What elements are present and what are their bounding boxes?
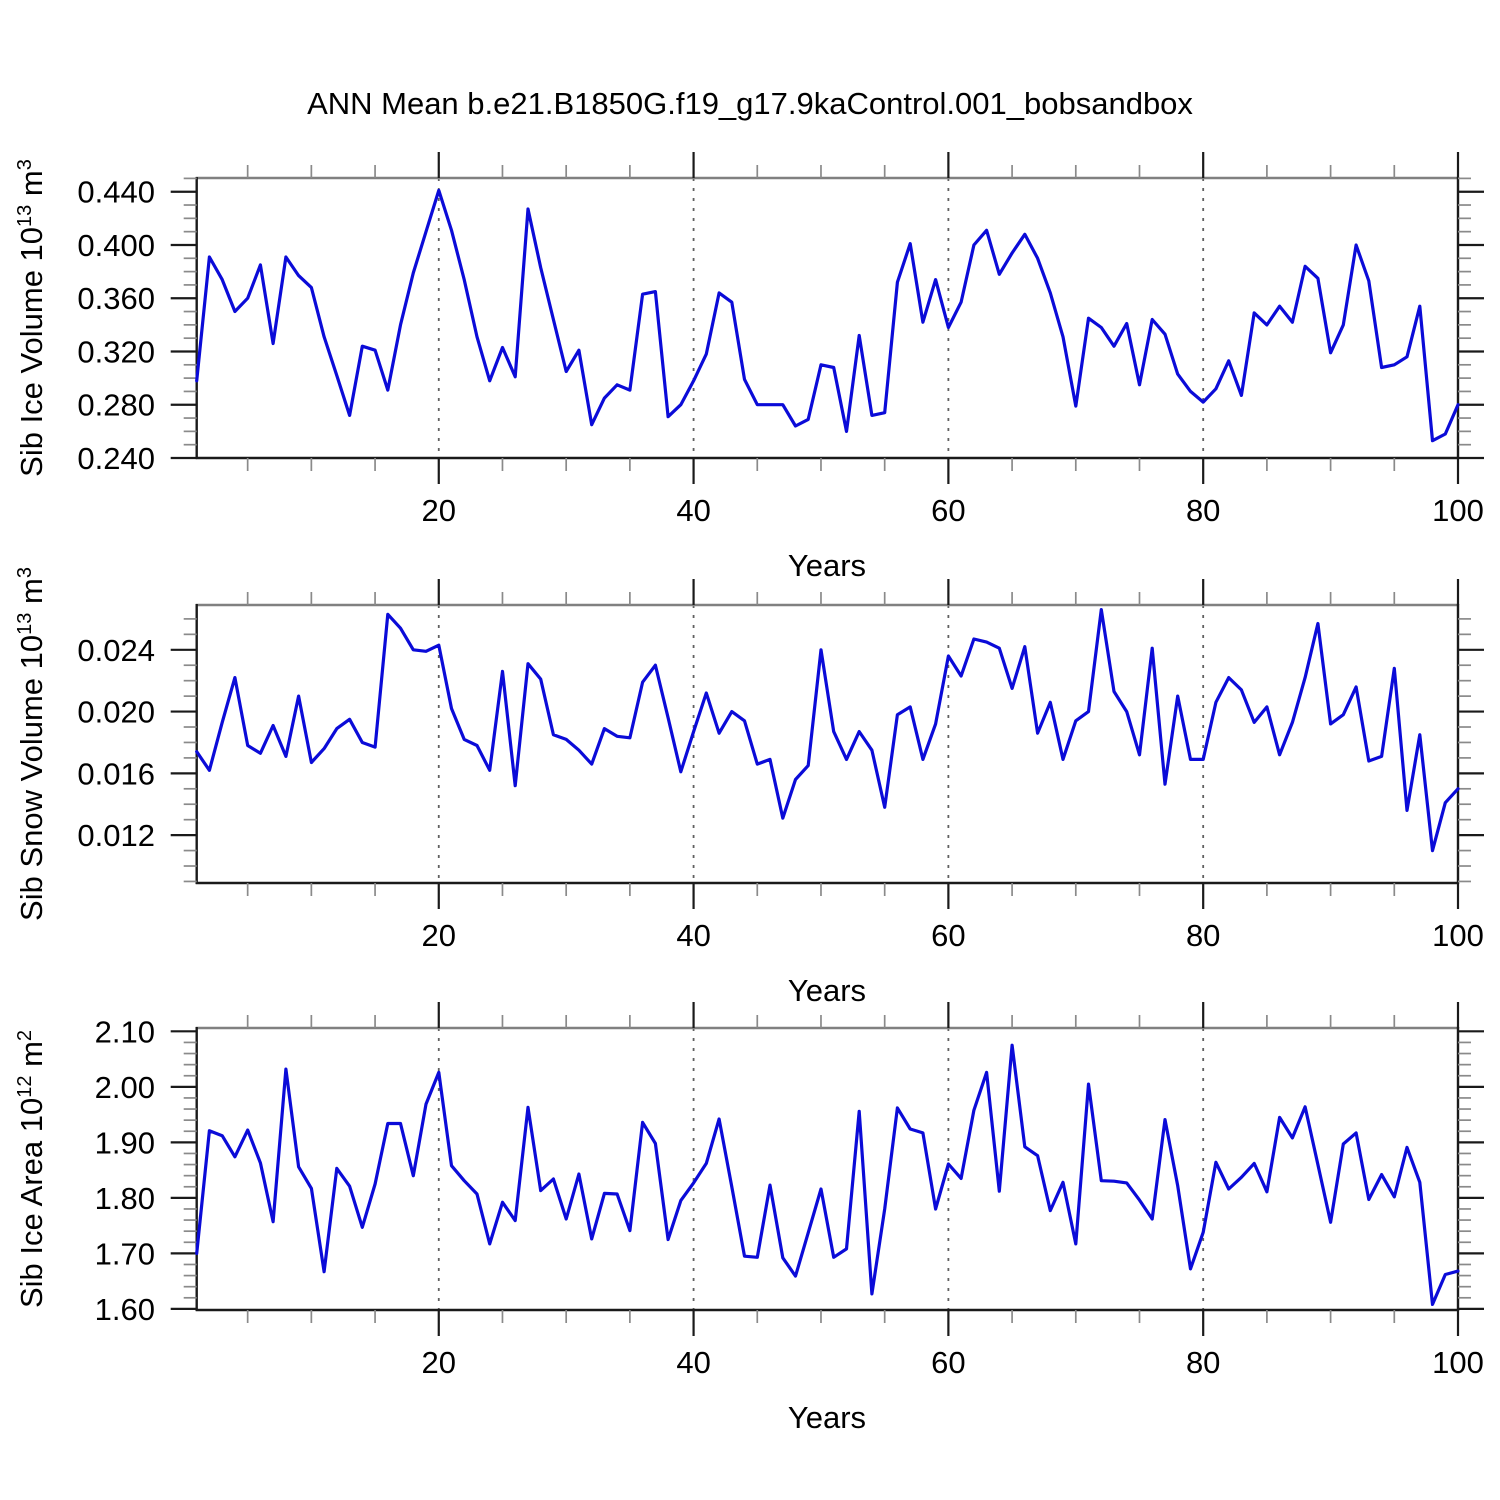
y-tick-label: 1.60 xyxy=(95,1292,155,1327)
y-axis-label-ice-area: Sib Ice Area 1012 m2 xyxy=(4,1028,60,1310)
y-tick-label: 2.00 xyxy=(95,1070,155,1105)
y-axis-unit: m xyxy=(14,578,50,613)
y-axis-exponent: 13 xyxy=(13,204,36,227)
y-tick-label: 0.360 xyxy=(77,281,155,316)
x-tick-label: 20 xyxy=(422,493,456,528)
x-tick-label: 40 xyxy=(676,1345,710,1380)
y-axis-label-snow-volume: Sib Snow Volume 1013 m3 xyxy=(4,567,60,921)
x-tick-label: 80 xyxy=(1186,493,1220,528)
data-line-series xyxy=(195,1043,1460,1307)
x-tick-label: 100 xyxy=(1432,1345,1484,1380)
y-axis-exponent: 13 xyxy=(13,612,36,635)
x-tick-label: 40 xyxy=(676,918,710,953)
y-axis-unit-exponent: 2 xyxy=(13,1029,36,1042)
x-tick-label: 100 xyxy=(1432,493,1484,528)
y-tick-label: 0.020 xyxy=(77,695,155,730)
y-tick-label: 2.10 xyxy=(95,1014,155,1049)
x-tick-label: 80 xyxy=(1186,918,1220,953)
x-tick-label: 40 xyxy=(676,493,710,528)
y-tick-label: 0.024 xyxy=(77,633,155,668)
y-axis-label-text: Sib Snow Volume 10 xyxy=(14,634,50,921)
x-axis-label-panel3: Years xyxy=(787,1400,867,1435)
plot-title: ANN Mean b.e21.B1850G.f19_g17.9kaControl… xyxy=(307,86,1193,121)
y-axis-label-text: Sib Ice Area 10 xyxy=(14,1097,50,1309)
y-axis-label-ice-volume: Sib Ice Volume 1013 m3 xyxy=(4,159,60,477)
y-tick-label: 1.80 xyxy=(95,1181,155,1216)
y-tick-label: 1.70 xyxy=(95,1236,155,1271)
y-tick-label: 0.320 xyxy=(77,334,155,369)
y-axis-unit-exponent: 3 xyxy=(13,159,36,171)
x-tick-label: 20 xyxy=(422,918,456,953)
y-tick-label: 0.400 xyxy=(77,228,155,263)
y-axis-unit: m xyxy=(14,170,50,205)
data-line-series xyxy=(195,188,1460,443)
x-tick-label: 60 xyxy=(931,1345,965,1380)
y-tick-label: 0.016 xyxy=(77,756,155,791)
x-tick-label: 20 xyxy=(422,1345,456,1380)
x-tick-label: 60 xyxy=(931,493,965,528)
y-axis-unit-exponent: 3 xyxy=(13,567,36,579)
y-axis-unit: m xyxy=(14,1041,50,1076)
x-axis-label-panel1: Years xyxy=(787,548,867,583)
y-axis-exponent: 12 xyxy=(13,1075,36,1098)
y-tick-label: 0.240 xyxy=(77,441,155,476)
data-line-series xyxy=(195,607,1460,853)
y-tick-label: 0.280 xyxy=(77,388,155,423)
x-tick-label: 100 xyxy=(1432,918,1484,953)
x-tick-label: 60 xyxy=(931,918,965,953)
x-tick-label: 80 xyxy=(1186,1345,1220,1380)
y-axis-label-text: Sib Ice Volume 10 xyxy=(14,226,50,477)
y-tick-label: 1.90 xyxy=(95,1125,155,1160)
y-tick-label: 0.440 xyxy=(77,175,155,210)
y-tick-label: 0.012 xyxy=(77,818,155,853)
x-axis-label-panel2: Years xyxy=(787,973,867,1008)
